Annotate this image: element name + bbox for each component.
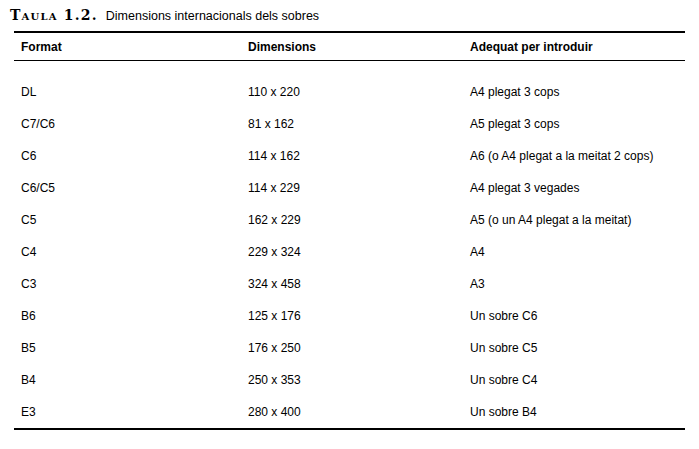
cell-fits: A4 xyxy=(470,245,685,259)
header-adequat-per-introduir: Adequat per introduir xyxy=(470,40,685,54)
table-row: B4250 x 353Un sobre C4 xyxy=(14,364,685,396)
cell-format: E3 xyxy=(21,405,248,419)
cell-dimensions: 280 x 400 xyxy=(248,405,470,419)
table-header-row: Format Dimensions Adequat per introduir xyxy=(14,33,685,61)
table-row: DL110 x 220A4 plegat 3 cops xyxy=(14,76,685,108)
table-row: C3324 x 458A3 xyxy=(14,268,685,300)
table-row: B5176 x 250Un sobre C5 xyxy=(14,332,685,364)
cell-fits: A4 plegat 3 cops xyxy=(470,85,685,99)
cell-fits: Un sobre C6 xyxy=(470,309,685,323)
cell-format: C6/C5 xyxy=(21,181,248,195)
table-number-label: Taula 1.2. xyxy=(10,7,98,23)
cell-format: B6 xyxy=(21,309,248,323)
cell-format: DL xyxy=(21,85,248,99)
table-row: C6114 x 162A6 (o A4 plegat a la meitat 2… xyxy=(14,140,685,172)
table-row: C5162 x 229A5 (o un A4 plegat a la meita… xyxy=(14,204,685,236)
cell-dimensions: 114 x 162 xyxy=(248,149,470,163)
cell-format: C5 xyxy=(21,213,248,227)
cell-dimensions: 110 x 220 xyxy=(248,85,470,99)
table-row: B6125 x 176Un sobre C6 xyxy=(14,300,685,332)
cell-format: B4 xyxy=(21,373,248,387)
table-body: DL110 x 220A4 plegat 3 copsC7/C681 x 162… xyxy=(14,61,685,428)
table-row: C4229 x 324A4 xyxy=(14,236,685,268)
cell-fits: Un sobre C5 xyxy=(470,341,685,355)
envelope-dimensions-table: Format Dimensions Adequat per introduir … xyxy=(14,31,685,430)
cell-dimensions: 229 x 324 xyxy=(248,245,470,259)
cell-fits: A5 plegat 3 cops xyxy=(470,117,685,131)
cell-dimensions: 81 x 162 xyxy=(248,117,470,131)
table-row: E3280 x 400Un sobre B4 xyxy=(14,396,685,428)
cell-fits: Un sobre B4 xyxy=(470,405,685,419)
cell-fits: A5 (o un A4 plegat a la meitat) xyxy=(470,213,685,227)
header-dimensions: Dimensions xyxy=(248,40,470,54)
table-row: C6/C5114 x 229A4 plegat 3 vegades xyxy=(14,172,685,204)
table-caption: Dimensions internacionals dels sobres xyxy=(106,9,319,23)
header-format: Format xyxy=(21,40,248,54)
cell-dimensions: 162 x 229 xyxy=(248,213,470,227)
cell-dimensions: 324 x 458 xyxy=(248,277,470,291)
cell-fits: A3 xyxy=(470,277,685,291)
cell-format: C4 xyxy=(21,245,248,259)
cell-fits: Un sobre C4 xyxy=(470,373,685,387)
page-title: Taula 1.2. Dimensions internacionals dels… xyxy=(10,7,319,23)
cell-dimensions: 125 x 176 xyxy=(248,309,470,323)
cell-dimensions: 114 x 229 xyxy=(248,181,470,195)
cell-format: C6 xyxy=(21,149,248,163)
document-page: Taula 1.2. Dimensions internacionals dels… xyxy=(0,0,699,449)
cell-format: B5 xyxy=(21,341,248,355)
cell-format: C7/C6 xyxy=(21,117,248,131)
cell-fits: A4 plegat 3 vegades xyxy=(470,181,685,195)
table-row: C7/C681 x 162A5 plegat 3 cops xyxy=(14,108,685,140)
cell-dimensions: 176 x 250 xyxy=(248,341,470,355)
cell-fits: A6 (o A4 plegat a la meitat 2 cops) xyxy=(470,149,685,163)
cell-format: C3 xyxy=(21,277,248,291)
cell-dimensions: 250 x 353 xyxy=(248,373,470,387)
